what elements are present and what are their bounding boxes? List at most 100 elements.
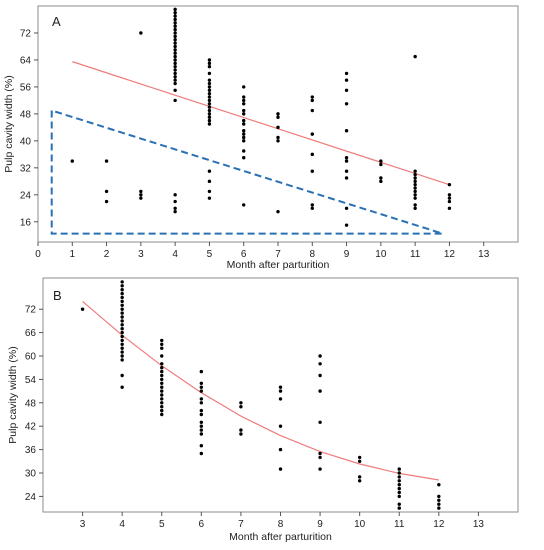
data-point bbox=[173, 48, 177, 52]
y-tick-label: 24 bbox=[25, 492, 37, 503]
data-point bbox=[160, 405, 164, 409]
panel-label: B bbox=[53, 288, 62, 303]
data-point bbox=[242, 98, 246, 103]
data-point bbox=[199, 420, 204, 424]
data-point bbox=[104, 159, 109, 163]
data-point bbox=[199, 408, 204, 413]
data-point bbox=[173, 68, 177, 72]
data-point bbox=[173, 11, 177, 15]
data-point bbox=[120, 319, 124, 323]
data-point bbox=[207, 85, 212, 89]
data-point bbox=[207, 189, 212, 194]
x-tick-label: 12 bbox=[433, 519, 445, 530]
data-point bbox=[310, 169, 314, 173]
data-point bbox=[120, 315, 124, 319]
data-point bbox=[120, 307, 124, 311]
data-point bbox=[276, 112, 280, 116]
x-tick-label: 1 bbox=[70, 249, 76, 260]
x-tick-label: 4 bbox=[119, 519, 125, 530]
data-point bbox=[199, 432, 204, 436]
data-point bbox=[199, 424, 204, 428]
data-point bbox=[413, 203, 417, 207]
data-point bbox=[207, 105, 212, 109]
x-tick-label: 0 bbox=[35, 249, 41, 260]
data-point bbox=[318, 354, 322, 358]
data-point bbox=[207, 112, 212, 116]
plot-frame bbox=[37, 5, 519, 243]
data-point bbox=[379, 159, 383, 163]
x-tick-label: 2 bbox=[104, 249, 110, 260]
data-point bbox=[207, 88, 212, 92]
panel-label: A bbox=[52, 14, 61, 29]
data-point bbox=[173, 199, 177, 204]
x-axis-label: Month after parturition bbox=[227, 259, 330, 271]
data-point bbox=[207, 122, 212, 126]
data-point bbox=[318, 373, 322, 378]
data-point bbox=[397, 479, 401, 483]
data-point bbox=[310, 152, 314, 157]
y-tick-label: 30 bbox=[25, 469, 37, 480]
data-point bbox=[173, 7, 177, 12]
data-point bbox=[160, 401, 164, 405]
data-point bbox=[173, 54, 177, 59]
data-point bbox=[344, 223, 349, 227]
data-point bbox=[173, 34, 177, 39]
data-point bbox=[120, 299, 124, 304]
data-point bbox=[242, 112, 246, 116]
data-point bbox=[413, 189, 417, 194]
x-tick-label: 9 bbox=[317, 519, 323, 530]
data-point bbox=[397, 471, 401, 475]
data-point bbox=[357, 475, 362, 479]
data-point bbox=[344, 169, 349, 173]
x-axis-label: Month after parturition bbox=[229, 531, 332, 543]
data-point bbox=[199, 401, 204, 405]
data-point bbox=[173, 193, 177, 197]
x-tick-label: 12 bbox=[444, 249, 456, 260]
data-point bbox=[104, 199, 109, 204]
data-point bbox=[80, 307, 85, 311]
data-point bbox=[173, 38, 177, 42]
data-point bbox=[242, 85, 246, 89]
x-tick-label: 10 bbox=[354, 519, 366, 530]
y-tick-label: 16 bbox=[20, 217, 32, 228]
data-point bbox=[120, 284, 124, 288]
data-point bbox=[207, 179, 212, 184]
data-point bbox=[397, 490, 401, 495]
data-point bbox=[242, 129, 246, 133]
data-point bbox=[276, 139, 280, 143]
data-point bbox=[437, 494, 441, 499]
data-point bbox=[207, 108, 212, 113]
data-point bbox=[173, 31, 177, 35]
data-point bbox=[173, 21, 177, 25]
data-point bbox=[242, 132, 246, 136]
data-point bbox=[173, 17, 177, 22]
x-tick-label: 9 bbox=[344, 249, 350, 260]
data-point bbox=[242, 108, 246, 113]
data-point bbox=[437, 506, 441, 510]
y-tick-label: 42 bbox=[25, 422, 37, 433]
x-tick-label: 5 bbox=[159, 519, 165, 530]
data-point bbox=[207, 81, 212, 86]
data-point bbox=[447, 199, 452, 204]
data-point bbox=[413, 186, 417, 190]
data-point bbox=[413, 54, 417, 59]
data-point bbox=[344, 176, 349, 180]
data-point bbox=[120, 303, 124, 307]
data-point bbox=[278, 467, 283, 471]
y-tick-label: 60 bbox=[25, 352, 37, 363]
data-point bbox=[239, 401, 243, 405]
data-point bbox=[357, 455, 362, 460]
data-point bbox=[447, 193, 452, 197]
data-point bbox=[120, 311, 124, 315]
y-tick-label: 66 bbox=[25, 328, 37, 339]
x-tick-label: 13 bbox=[473, 519, 485, 530]
data-point bbox=[437, 498, 441, 502]
data-point bbox=[397, 506, 401, 510]
data-point bbox=[120, 295, 124, 300]
data-point bbox=[447, 196, 452, 200]
data-point bbox=[318, 451, 322, 456]
data-point bbox=[242, 149, 246, 153]
data-point bbox=[199, 451, 204, 456]
data-point bbox=[239, 405, 243, 409]
data-point bbox=[310, 108, 314, 113]
